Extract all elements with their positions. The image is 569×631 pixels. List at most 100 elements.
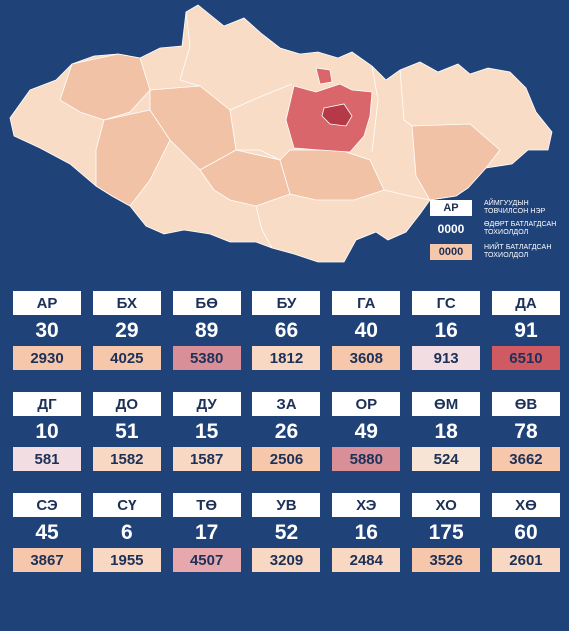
province-total-count: 5880 <box>332 447 401 471</box>
province-total-count: 4507 <box>172 548 241 572</box>
province-card: БХ 29 4025 <box>92 291 161 370</box>
province-card: ЗА 26 2506 <box>252 392 321 471</box>
legend-code-box: АР <box>430 200 472 216</box>
province-code: СҮ <box>92 493 161 517</box>
province-total-count: 1582 <box>92 447 161 471</box>
province-total-count: 2484 <box>332 548 401 572</box>
province-daily-count: 52 <box>274 521 299 544</box>
province-daily-count: 78 <box>514 420 538 443</box>
province-total-count: 3608 <box>332 346 401 370</box>
province-code: ДГ <box>13 392 81 416</box>
map-region-south <box>279 149 385 201</box>
mongolia-map <box>9 4 553 263</box>
province-code: ДО <box>92 392 161 416</box>
province-total-count: 4025 <box>92 346 161 370</box>
province-total-count: 581 <box>13 447 81 471</box>
province-daily-count: 66 <box>274 319 299 342</box>
province-code: БУ <box>252 291 321 315</box>
province-code: ТӨ <box>172 493 241 517</box>
legend-total-caption: НИЙТ БАТЛАГДСАН ТОХИОЛДОЛ <box>484 244 552 259</box>
province-card: ХӨ 60 2601 <box>491 493 560 572</box>
province-daily-count: 60 <box>514 521 538 544</box>
province-total-count: 3662 <box>491 447 560 471</box>
province-daily-count: 10 <box>35 420 59 443</box>
province-code: АР <box>13 291 81 315</box>
province-card: ДУ 15 1587 <box>172 392 241 471</box>
province-card: ХО 175 3526 <box>412 493 481 572</box>
province-card: ОР 49 5880 <box>332 392 401 471</box>
province-code: ГА <box>332 291 401 315</box>
province-daily-count: 49 <box>354 420 378 443</box>
province-daily-count: 17 <box>194 521 219 544</box>
province-card: ӨВ 78 3662 <box>491 392 560 471</box>
province-code: БӨ <box>172 291 241 315</box>
province-card: ДА 91 6510 <box>491 291 560 370</box>
province-daily-count: 26 <box>274 420 299 443</box>
province-total-count: 6510 <box>491 346 560 370</box>
province-daily-count: 89 <box>194 319 219 342</box>
map-region-darkest <box>321 103 353 127</box>
province-daily-count: 51 <box>115 420 139 443</box>
province-card: УВ 52 3209 <box>252 493 321 572</box>
province-card: ХЭ 16 2484 <box>332 493 401 572</box>
legend-daily-caption: ӨДӨРТ БАТЛАГДСАН ТОХИОЛДОЛ <box>484 221 557 236</box>
map-region-south-central <box>199 149 291 207</box>
map-region-east <box>411 123 501 201</box>
province-code: ХЭ <box>332 493 401 517</box>
province-daily-count: 175 <box>428 521 464 544</box>
province-total-count: 913 <box>412 346 481 370</box>
province-code: ХО <box>412 493 481 517</box>
province-card: ТӨ 17 4507 <box>172 493 241 572</box>
province-total-count: 2506 <box>252 447 321 471</box>
province-grid: АР 30 2930 БХ 29 4025 БӨ 89 5380 БУ 66 1812 ГА 40 3608… <box>13 291 560 594</box>
province-total-count: 3867 <box>13 548 81 572</box>
province-card: ӨМ 18 524 <box>412 392 481 471</box>
province-code: ХӨ <box>491 493 560 517</box>
province-daily-count: 16 <box>354 521 378 544</box>
province-daily-count: 40 <box>354 319 378 342</box>
province-total-count: 5380 <box>172 346 241 370</box>
province-total-count: 3209 <box>252 548 321 572</box>
province-code: ГС <box>412 291 481 315</box>
province-total-count: 1587 <box>172 447 241 471</box>
province-code: УВ <box>252 493 321 517</box>
legend-code: АР АЙМГУУДЫН ТОВЧИЛСОН НЭР <box>430 200 569 216</box>
legend-code-caption: АЙМГУУДЫН ТОВЧИЛСОН НЭР <box>484 200 546 215</box>
province-card: ГА 40 3608 <box>332 291 401 370</box>
province-daily-count: 29 <box>115 319 139 342</box>
province-daily-count: 18 <box>434 420 458 443</box>
province-card: АР 30 2930 <box>13 291 81 370</box>
province-total-count: 1812 <box>252 346 321 370</box>
province-code: ОР <box>332 392 401 416</box>
province-total-count: 1955 <box>92 548 161 572</box>
province-daily-count: 91 <box>514 319 538 342</box>
province-card: СҮ 6 1955 <box>92 493 161 572</box>
province-total-count: 524 <box>412 447 481 471</box>
province-daily-count: 30 <box>35 319 59 342</box>
province-code: ӨМ <box>412 392 481 416</box>
province-daily-count: 16 <box>434 319 458 342</box>
legend-daily: 0000 ӨДӨРТ БАТЛАГДСАН ТОХИОЛДОЛ <box>430 221 569 237</box>
province-daily-count: 15 <box>194 420 219 443</box>
province-code: ДУ <box>172 392 241 416</box>
map-borders <box>179 11 431 249</box>
province-code: СЭ <box>13 493 81 517</box>
province-card: ДГ 10 581 <box>13 392 81 471</box>
province-card: ГС 16 913 <box>412 291 481 370</box>
province-card: ДО 51 1582 <box>92 392 161 471</box>
province-code: ӨВ <box>491 392 560 416</box>
legend-total-box: 0000 <box>430 244 472 260</box>
province-row: ДГ 10 581 ДО 51 1582 ДУ 15 1587 ЗА 26 2506 ОР 49 5880 Ө… <box>13 392 560 471</box>
province-total-count: 3526 <box>412 548 481 572</box>
province-total-count: 2930 <box>13 346 81 370</box>
map-region-orkhon <box>315 67 333 85</box>
legend-total: 0000 НИЙТ БАТЛАГДСАН ТОХИОЛДОЛ <box>430 244 569 260</box>
legend-daily-sample: 0000 <box>437 222 465 236</box>
province-card: БУ 66 1812 <box>252 291 321 370</box>
province-daily-count: 6 <box>120 521 133 544</box>
province-row: СЭ 45 3867 СҮ 6 1955 ТӨ 17 4507 УВ 52 3209 ХЭ 16 2484 Х… <box>13 493 560 572</box>
province-code: ДА <box>491 291 560 315</box>
map-country-shape <box>9 4 553 263</box>
province-total-count: 2601 <box>491 548 560 572</box>
province-row: АР 30 2930 БХ 29 4025 БӨ 89 5380 БУ 66 1812 ГА 40 3608… <box>13 291 560 370</box>
